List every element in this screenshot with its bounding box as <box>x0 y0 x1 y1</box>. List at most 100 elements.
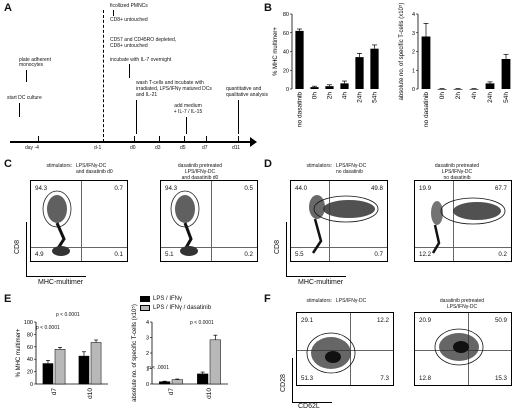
quadrant-value: 0.7 <box>114 185 123 192</box>
panel-letter-e: E <box>4 293 12 305</box>
p-value: p < .0001 <box>148 365 169 371</box>
chart-e-left: 0 20 40 60 80 100% MHC multimer+ d7 d10 <box>16 320 108 399</box>
flow-density <box>434 328 484 366</box>
y-tick-label: 4 <box>412 12 415 18</box>
flow-plot: 19.9 67.7 12.2 0.2 <box>414 180 512 262</box>
plot-title: and dasatinib d0 <box>181 175 219 181</box>
bar <box>295 30 304 89</box>
x-tick-label: 0h <box>439 92 446 100</box>
y-axis-label: CD8 <box>274 239 281 254</box>
day-label: d7 <box>202 145 208 151</box>
quadrant-value: 20.9 <box>419 317 432 324</box>
quadrant-value: 94.3 <box>35 185 48 192</box>
tick-d3 <box>159 136 160 142</box>
day-label: d5 <box>180 145 186 151</box>
bar <box>355 57 364 89</box>
y-axis-label: absolute no. of specific T-cells (x10⁵) <box>398 3 405 101</box>
y-tick-label: 0 <box>412 87 415 93</box>
y-tick-label: 80 <box>27 332 33 338</box>
quadrant-value: 0.5 <box>244 185 253 192</box>
y-tick-label: 60 <box>283 31 289 37</box>
plot-title: LPS/IFNγ-DC <box>336 298 367 304</box>
y-tick-label: 0 <box>286 87 289 93</box>
quadrant-value: 0.7 <box>374 251 383 258</box>
flow-plot: 20.9 50.9 12.8 15.3 <box>414 312 512 386</box>
bar <box>469 89 479 90</box>
bar <box>42 363 54 385</box>
bar <box>325 86 334 89</box>
x-axis-label: MHC-multimer <box>38 279 84 286</box>
quadrant-value: 19.9 <box>419 185 432 192</box>
arrow-down-icon <box>19 103 20 117</box>
step-note: start DC culture <box>7 95 42 101</box>
y-tick-label: 3 <box>412 31 415 37</box>
y-axis-label: CD8 <box>14 239 21 254</box>
quadrant-value: 49.8 <box>370 185 383 192</box>
quadrant-value: 67.7 <box>494 185 507 192</box>
y-tick-label: 40 <box>27 357 33 363</box>
y-tick-label: 60 <box>27 345 33 351</box>
bar <box>453 89 463 90</box>
bar <box>501 59 511 89</box>
legend-label: LPS / IFNγ <box>153 296 183 302</box>
quadrant-value: 12.2 <box>376 317 389 324</box>
bar <box>209 339 221 385</box>
quadrant-value: 0.2 <box>244 251 253 258</box>
quadrant-value: 51.3 <box>301 375 314 382</box>
axis-arrow-y <box>292 358 293 402</box>
chart-e-right: 0 1 2 3 4 absolute no. of specific T-cells (x… <box>131 304 228 402</box>
y-tick-label: 2 <box>412 50 415 56</box>
flow-plot: 29.1 12.2 51.3 7.3 <box>296 312 394 386</box>
bar <box>159 381 171 385</box>
arrow-down-icon <box>113 10 114 16</box>
x-tick-label: 54h <box>503 92 510 103</box>
plot-title: stimulators: <box>46 163 72 169</box>
x-tick-label: 2h <box>327 92 334 100</box>
plot-title: LPS/IFNγ-DC <box>441 169 473 175</box>
panel-letter-d: D <box>264 158 272 170</box>
y-axis-label: CD28 <box>280 374 287 392</box>
quadrant-value: 0.2 <box>498 251 507 258</box>
plot-title: dasatinib pretreated <box>439 298 485 304</box>
x-axis-label: CD62L <box>298 403 320 410</box>
x-tick-label: 4h <box>342 92 349 100</box>
y-axis-label: absolute no. of specific T-cells (x10⁵) <box>131 304 138 402</box>
flow-plot: 94.3 0.5 5.1 0.2 <box>160 180 258 262</box>
y-tick-label: 80 <box>283 12 289 18</box>
plot-title: stimulators: <box>306 163 332 169</box>
p-value: p < 0.0001 <box>36 325 60 331</box>
plot-title: dasatinib pretreated <box>434 163 480 169</box>
step-note: + IL-7 / IL-15 <box>173 109 203 115</box>
panel-letter-b: B <box>264 2 272 14</box>
quadrant-value: 44.0 <box>295 185 308 192</box>
x-tick-label: no dasatinib <box>297 92 304 127</box>
y-tick-label: 0 <box>146 382 149 388</box>
quadrant-value: 5.1 <box>165 251 174 258</box>
quadrant-value: 0.1 <box>114 251 123 258</box>
bar <box>78 355 90 385</box>
legend-swatch-gray <box>140 305 150 311</box>
panel-letter-c: C <box>4 158 12 170</box>
tick-d7 <box>206 136 207 142</box>
y-tick-label: 20 <box>283 68 289 74</box>
x-tick-label: 54h <box>372 92 379 103</box>
x-tick-label: 24h <box>357 92 364 103</box>
axis-arrow-x <box>292 402 332 403</box>
quadrant-value: 94.3 <box>165 185 178 192</box>
step-note: CD8+ untouched <box>110 17 148 23</box>
tick-d-minus-1 <box>103 10 104 142</box>
flow-density <box>170 190 200 256</box>
plot-title: no dasatinib <box>336 169 363 175</box>
day-label: d-1 <box>94 145 102 151</box>
y-tick-label: 100 <box>24 320 33 326</box>
arrow-down-icon <box>129 64 130 78</box>
arrow-down-icon <box>238 100 239 134</box>
axis-arrow-x <box>26 276 86 277</box>
day-label: d11 <box>232 145 240 151</box>
plot-title: stimulators: <box>306 298 332 304</box>
flow-density <box>306 332 356 374</box>
flow-plot: 94.3 0.7 4.9 0.1 <box>30 180 128 262</box>
step-note: monocytes <box>19 62 44 68</box>
step-note: CD8+ untouched <box>110 43 148 49</box>
arrow-down-icon <box>186 117 187 134</box>
